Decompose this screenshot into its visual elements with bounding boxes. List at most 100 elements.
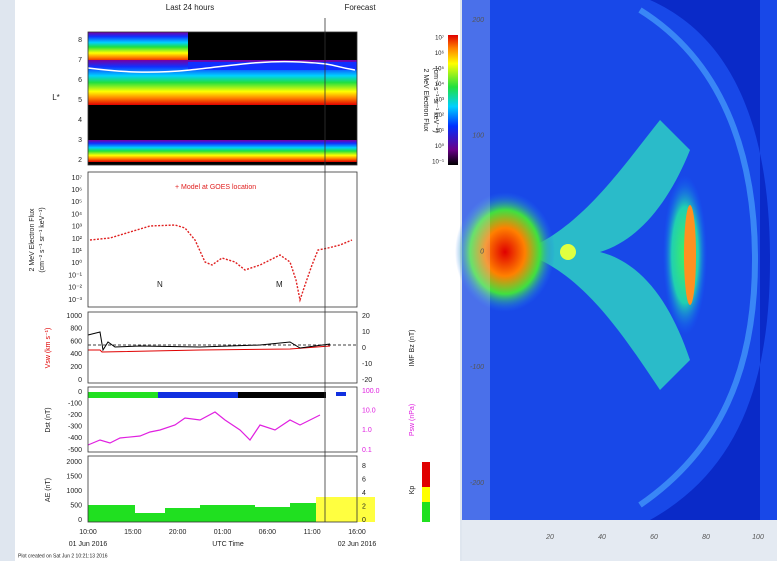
y-tick-label: 0.1 bbox=[362, 447, 372, 454]
date-end: 02 Jun 2016 bbox=[338, 541, 377, 548]
y-tick-label: 200 bbox=[471, 17, 484, 24]
y-tick-label: 7 bbox=[78, 57, 82, 64]
x-label: UTC Time bbox=[212, 541, 244, 548]
header-forecast: Forecast bbox=[344, 3, 376, 12]
y-tick-label: 2000 bbox=[66, 459, 82, 466]
frames bbox=[87, 18, 358, 523]
y-tick-label: -400 bbox=[68, 435, 82, 442]
colorbar-units: (cm⁻² s⁻¹ sr⁻¹ keV⁻¹) bbox=[432, 67, 439, 132]
y-label-left: Vsw (km s⁻¹) bbox=[45, 328, 52, 369]
kp-scale bbox=[422, 502, 430, 522]
x-tick-label: 80 bbox=[702, 534, 710, 541]
y-label: 2 MeV Electron Flux bbox=[29, 208, 36, 272]
y-tick-label: 10⁰ bbox=[435, 143, 445, 150]
y-tick-label: 0 bbox=[78, 517, 82, 524]
y-tick-label: 1000 bbox=[66, 488, 82, 495]
y-tick-label: 0 bbox=[362, 345, 366, 352]
x-tick-label: 10:00 bbox=[79, 529, 97, 536]
y-tick-label: 1000 bbox=[66, 313, 82, 320]
footer: Plot created on Sat Jun 2 10:21:13 2016 bbox=[18, 553, 108, 559]
y-tick-label: 500 bbox=[70, 502, 82, 509]
y-tick-label: 0 bbox=[78, 377, 82, 384]
y-tick-label: 200 bbox=[70, 364, 82, 371]
y-tick-label: 100 bbox=[472, 133, 484, 140]
y-label-right: Psw (nPa) bbox=[409, 404, 416, 436]
x-tick-label: 20 bbox=[545, 534, 554, 541]
y-tick-label: 5 bbox=[78, 97, 82, 104]
y-tick-label: 2 bbox=[78, 157, 82, 164]
y-tick-label: 0 bbox=[480, 248, 484, 255]
vsw-trace bbox=[88, 345, 331, 353]
x-tick-label: 16:00 bbox=[348, 529, 366, 536]
y-tick-label: 100.0 bbox=[362, 388, 380, 395]
y-tick-label: 10² bbox=[72, 236, 83, 243]
y-tick-label: 10.0 bbox=[362, 408, 376, 415]
y-tick-label: 10⁷ bbox=[435, 35, 444, 42]
status-bar bbox=[336, 392, 346, 396]
annotation: N bbox=[157, 280, 163, 289]
y-tick-label: -100 bbox=[68, 400, 82, 407]
lstar-image bbox=[87, 32, 357, 165]
status-bar bbox=[158, 392, 238, 398]
y-label-left: Dst (nT) bbox=[45, 407, 52, 432]
x-tick-label: 11:00 bbox=[304, 529, 321, 536]
y-tick-label: 1.0 bbox=[362, 427, 372, 434]
y-tick-label: 3 bbox=[78, 137, 82, 144]
y-tick-label: 10⁶ bbox=[71, 187, 82, 194]
bz-trace bbox=[87, 331, 331, 352]
y-tick-label: 0 bbox=[78, 389, 82, 396]
kp-scale bbox=[422, 487, 430, 502]
y-units: (cm⁻² s⁻¹ sr⁻¹ keV⁻¹) bbox=[39, 207, 46, 272]
x-tick-label: 60 bbox=[650, 534, 658, 541]
x-tick-label: 20:00 bbox=[169, 529, 187, 536]
y-tick-label: -200 bbox=[470, 480, 484, 487]
y-tick-label: -100 bbox=[470, 364, 484, 371]
y-tick-label: -500 bbox=[68, 447, 82, 454]
y-label-right: Kp bbox=[409, 486, 416, 495]
y-tick-label: 10⁷ bbox=[72, 175, 83, 182]
y-tick-label: 4 bbox=[78, 117, 82, 124]
kp-bars bbox=[88, 503, 316, 522]
annotation: M bbox=[276, 280, 283, 289]
y-tick-label: 6 bbox=[362, 476, 366, 483]
x-tick-label: 100 bbox=[752, 534, 764, 541]
x-tick-label: 01:00 bbox=[214, 529, 232, 536]
y-tick-label: 10⁵ bbox=[71, 199, 82, 206]
flux-model-trace bbox=[89, 224, 353, 303]
y-tick-label: 6 bbox=[78, 77, 82, 84]
y-tick-label: 10³ bbox=[72, 224, 83, 231]
y-tick-label: -300 bbox=[68, 424, 82, 431]
date-start: 01 Jun 2016 bbox=[69, 541, 108, 548]
colorbar-label: 2 MeV Electron Flux bbox=[422, 68, 429, 132]
y-label-right: IMF Bz (nT) bbox=[409, 330, 416, 367]
y-tick-label: 10¹ bbox=[435, 129, 444, 135]
y-tick-label: 600 bbox=[70, 338, 82, 345]
y-tick-label: 400 bbox=[70, 351, 82, 358]
y-tick-label: 10³ bbox=[435, 98, 444, 104]
y-tick-label: 10⁻² bbox=[68, 285, 82, 292]
status-bar bbox=[88, 392, 158, 398]
colorbar bbox=[448, 35, 458, 165]
x-tick-label: 15:00 bbox=[124, 529, 142, 536]
y-tick-label: -10 bbox=[362, 361, 372, 368]
legend: + Model at GOES location bbox=[175, 184, 256, 191]
y-tick-label: 10⁴ bbox=[71, 211, 82, 218]
y-tick-label: 10⁻¹ bbox=[432, 160, 444, 166]
magnetosphere-image bbox=[455, 0, 777, 561]
y-tick-label: 10⁻¹ bbox=[68, 272, 82, 279]
y-tick-label: 4 bbox=[362, 490, 366, 497]
status-bar bbox=[238, 392, 326, 398]
y-tick-label: 1500 bbox=[66, 473, 82, 480]
y-tick-label: 8 bbox=[78, 37, 82, 44]
y-tick-label: 8 bbox=[362, 463, 366, 470]
y-tick-label: -20 bbox=[362, 377, 372, 384]
y-tick-label: 20 bbox=[362, 313, 370, 320]
y-label-left: AE (nT) bbox=[45, 478, 52, 502]
kp-scale bbox=[422, 462, 430, 487]
y-tick-label: 10⁰ bbox=[71, 259, 82, 267]
x-tick-label: 40 bbox=[598, 534, 606, 541]
psw-trace bbox=[87, 411, 321, 446]
y-tick-label: 10⁴ bbox=[435, 81, 445, 88]
